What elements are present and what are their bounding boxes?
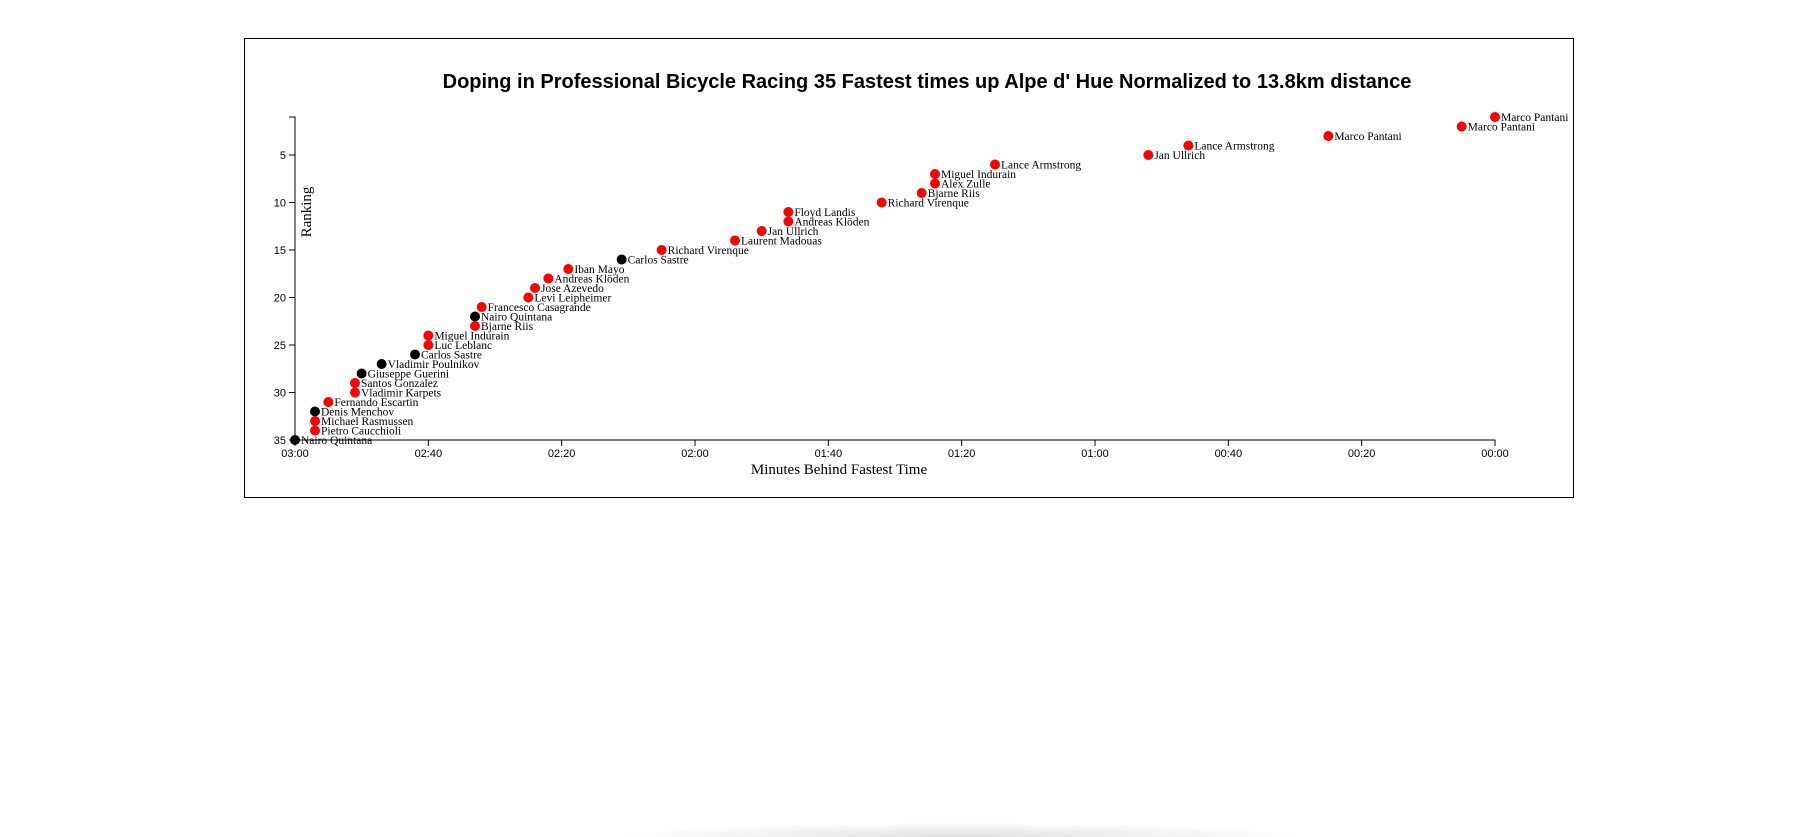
point-label: Miguel Indurain (434, 331, 509, 343)
y-tick-label: 35 (274, 435, 286, 447)
data-point (323, 397, 334, 407)
point-label: Denis Menchov (321, 407, 394, 419)
chart-frame: Doping in Professional Bicycle Racing 35… (244, 38, 1574, 498)
point-label: Marco Pantani (1334, 131, 1401, 143)
point-label: Fernando Escartin (334, 397, 418, 409)
point-label: Jan Ullrich (1154, 150, 1205, 162)
y-tick-label: 25 (274, 340, 286, 352)
data-point (990, 159, 1000, 170)
data-point (350, 378, 360, 388)
data-point (543, 273, 554, 284)
point-label: Jose Azevedo (541, 283, 604, 295)
x-tick-label: 02:40 (415, 448, 443, 460)
point-label: Andreas Klöden (554, 274, 629, 286)
data-point (376, 359, 387, 369)
data-point (350, 387, 360, 398)
point-label: Vladimir Poulnikov (388, 359, 480, 371)
point-label: Bjarne Riis (481, 321, 534, 333)
y-axis: 5 10 15 20 25 30 35 (274, 116, 296, 447)
point-label: Carlos Sastre (628, 255, 689, 267)
x-axis: 03:00 02:40 02:20 02:00 01:40 01:20 01:00 00:40… (281, 439, 1509, 460)
point-label: Giuseppe Guerini (368, 369, 449, 381)
point-label: Pietro Caucchioli (321, 426, 401, 438)
point-label: Carlos Sastre (421, 350, 482, 362)
data-point (1490, 112, 1500, 122)
data-point (410, 349, 420, 360)
point-label: Laurent Madouas (741, 236, 822, 248)
data-point (563, 264, 574, 274)
data-point (1143, 150, 1154, 160)
data-point (930, 178, 940, 189)
point-label: Santos Gonzalez (361, 378, 438, 390)
point-label: Jan Ullrich (768, 226, 819, 238)
point-label: Richard Virenque (888, 198, 969, 210)
y-tick-label: 15 (274, 245, 286, 257)
data-point (356, 368, 367, 379)
point-label: Lance Armstrong (1194, 141, 1274, 153)
data-point (470, 321, 480, 331)
chart-svg: Doping in Professional Bicycle Racing 35… (274, 71, 1569, 478)
x-tick-label: 00:20 (1348, 448, 1376, 460)
data-point (310, 406, 320, 417)
data-point (523, 292, 534, 303)
x-tick-label: 02:20 (548, 448, 576, 460)
point-label: Miguel Indurain (941, 169, 1016, 181)
x-tick-label: 01:20 (948, 448, 976, 460)
point-label: Bjarne Riis (928, 188, 981, 200)
data-point (530, 283, 540, 293)
point-label: Alex Zulle (941, 179, 991, 191)
data-point (756, 226, 767, 236)
y-axis-line (289, 116, 296, 441)
data-point (423, 340, 434, 350)
x-tick-label: 01:00 (1081, 448, 1109, 460)
x-tick-label: 00:00 (1481, 448, 1509, 460)
data-point (1323, 131, 1334, 141)
data-point (783, 216, 794, 227)
data-point (290, 435, 300, 445)
data-point (1183, 140, 1194, 151)
data-point (310, 425, 320, 436)
y-tick-label: 30 (274, 388, 286, 400)
data-point (930, 169, 940, 179)
data-point (730, 235, 740, 246)
point-label: Vladimir Karpets (361, 388, 442, 400)
data-point (476, 302, 487, 312)
point-label: Nairo Quintana (301, 435, 372, 447)
x-tick-label: 02:00 (681, 448, 709, 460)
point-label: Lance Armstrong (1001, 160, 1081, 172)
data-point (616, 254, 627, 265)
data-point (470, 311, 480, 322)
point-label: Michael Rasmussen (321, 416, 414, 428)
data-point (876, 197, 887, 208)
point-label: Andreas Klöden (794, 217, 869, 229)
point-label: Nairo Quintana (481, 312, 552, 324)
point-label: Marco Pantani (1501, 112, 1568, 124)
window-shadow (610, 822, 1310, 837)
point-label: Francesco Casagrande (488, 302, 591, 314)
x-axis-line (294, 439, 1496, 446)
x-axis-title: Minutes Behind Fastest Time (751, 462, 928, 478)
data-point (783, 207, 794, 217)
x-tick-label: 00:40 (1215, 448, 1243, 460)
point-label: Luc Leblanc (434, 340, 492, 352)
data-point (656, 245, 667, 255)
y-tick-label: 20 (274, 293, 286, 305)
point-label: Iban Mayo (574, 264, 624, 276)
point-label: Richard Virenque (668, 245, 749, 257)
data-point (423, 330, 434, 341)
data-point (310, 416, 320, 426)
data-point (916, 188, 927, 198)
y-tick-label: 10 (274, 198, 286, 210)
x-tick-label: 03:00 (281, 448, 309, 460)
point-label: Floyd Landis (794, 207, 856, 219)
chart-title: Doping in Professional Bicycle Racing 35… (443, 71, 1412, 93)
y-axis-title: Ranking (299, 186, 315, 237)
data-point (1456, 121, 1467, 132)
point-label: Levi Leipheimer (534, 293, 611, 305)
point-label: Marco Pantani (1468, 122, 1535, 134)
y-tick-label: 5 (280, 150, 286, 162)
x-tick-label: 01:40 (815, 448, 843, 460)
